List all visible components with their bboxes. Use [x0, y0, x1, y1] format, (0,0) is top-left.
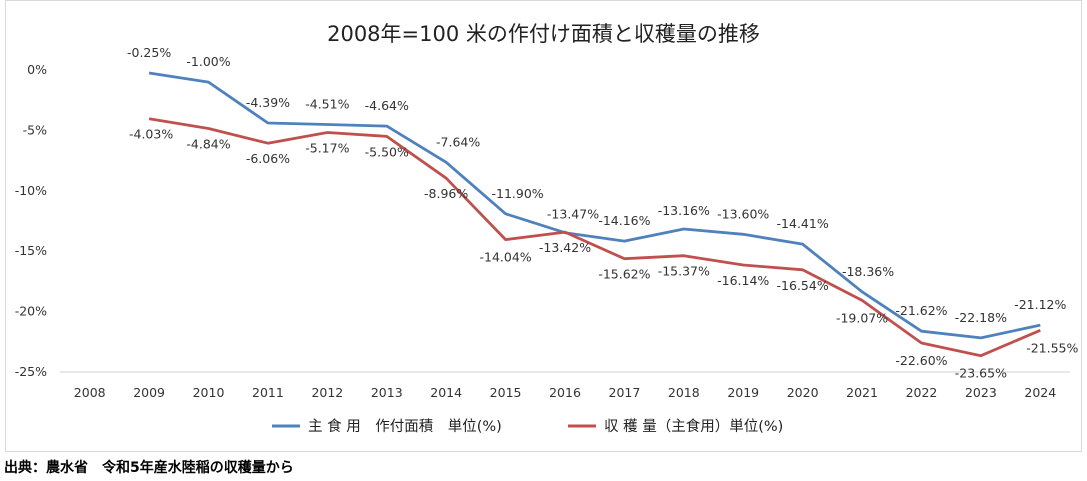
x-tick-label: 2013 [371, 385, 403, 400]
legend-label-1: 主 食 用 作付面積 単位(%) [308, 418, 502, 435]
x-tick-label: 2021 [846, 385, 878, 400]
chart-title: 2008年=100 米の作付け面積と収穫量の推移 [327, 22, 760, 46]
series-line-2 [148, 117, 1041, 358]
y-tick-label: -20% [15, 304, 47, 319]
data-label: -15.62% [598, 267, 650, 282]
x-tick-label: 2024 [1024, 385, 1056, 400]
x-tick-label: 2011 [252, 385, 284, 400]
data-label: -7.64% [436, 134, 480, 149]
data-label: -18.36% [842, 264, 894, 279]
data-label: -16.54% [777, 278, 829, 293]
data-label: -8.96% [424, 186, 468, 201]
data-label: -0.25% [127, 45, 171, 60]
data-label: -5.17% [305, 140, 349, 155]
data-label: -11.90% [491, 186, 543, 201]
data-label: -23.65% [955, 366, 1007, 381]
data-label: -4.64% [365, 98, 409, 113]
data-label: -15.37% [658, 264, 710, 279]
x-tick-label: 2023 [965, 385, 997, 400]
series-line-1 [148, 71, 1041, 340]
data-label: -14.41% [777, 216, 829, 231]
data-labels: -0.25% -1.00% -4.39% -4.51% -4.64% -7.64% -11.… [127, 45, 1078, 381]
data-label: -13.47% [547, 207, 599, 222]
data-label: -13.16% [658, 203, 710, 218]
source-note: 出典：農水省 令和5年産水陸稲の収穫量から [4, 460, 294, 476]
y-tick-label: -25% [15, 364, 47, 379]
x-tick-label: 2008 [74, 385, 106, 400]
x-tick-label: 2012 [311, 385, 343, 400]
data-label: -14.04% [479, 250, 531, 265]
x-tick-label: 2009 [133, 385, 165, 400]
axes: 0% -5% -10% -15% -20% -25% 2008 2009 2010 2011 201… [15, 62, 1070, 400]
data-label: -22.18% [955, 310, 1007, 325]
y-tick-label: -5% [23, 122, 47, 137]
data-label: -21.12% [1014, 297, 1066, 312]
data-label: -13.60% [717, 206, 769, 221]
data-label: -19.07% [836, 310, 888, 325]
legend-label-2: 収 穫 量（主食用）単位(%) [604, 418, 783, 435]
x-tick-label: 2015 [490, 385, 522, 400]
data-label: -1.00% [186, 54, 230, 69]
data-label: -21.62% [895, 303, 947, 318]
x-tick-label: 2022 [906, 385, 938, 400]
data-label: -22.60% [895, 353, 947, 368]
series-lines [148, 71, 1041, 358]
x-tick-label: 2018 [668, 385, 700, 400]
x-tick-label: 2016 [549, 385, 581, 400]
y-tick-label: -10% [15, 183, 47, 198]
data-label: -5.50% [365, 144, 409, 159]
x-tick-label: 2014 [430, 385, 462, 400]
y-tick-label: 0% [27, 62, 47, 77]
x-tick-label: 2019 [727, 385, 759, 400]
legend: 主 食 用 作付面積 単位(%) 収 穫 量（主食用）単位(%) [272, 418, 783, 435]
line-chart: 0% -5% -10% -15% -20% -25% 2008 2009 2010 2011 201… [15, 45, 1079, 435]
data-label: -4.03% [129, 127, 173, 142]
data-label: -4.51% [305, 96, 349, 111]
data-label: -4.39% [246, 95, 290, 110]
data-label: -16.14% [717, 273, 769, 288]
x-tick-label: 2020 [787, 385, 819, 400]
data-label: -21.55% [1026, 340, 1078, 355]
x-tick-label: 2017 [609, 385, 641, 400]
data-label: -14.16% [598, 213, 650, 228]
data-label: -6.06% [246, 151, 290, 166]
y-tick-label: -15% [15, 243, 47, 258]
data-label: -4.84% [186, 136, 230, 151]
x-tick-label: 2010 [193, 385, 225, 400]
chart-frame [5, 0, 1082, 452]
data-label: -13.42% [539, 240, 591, 255]
